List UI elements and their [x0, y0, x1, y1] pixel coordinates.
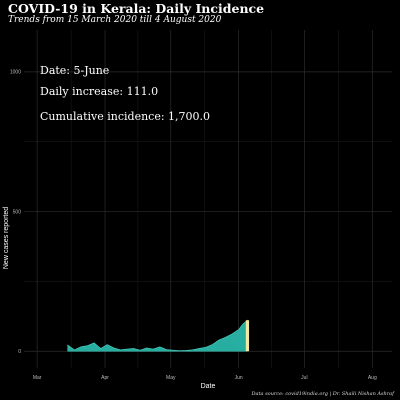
- y-axis-title: New cases reported: [3, 207, 10, 269]
- highlight-bar: [245, 320, 250, 352]
- x-tick-label: May: [166, 375, 176, 381]
- x-tick-label: Mar: [33, 375, 42, 381]
- x-axis-title: Date: [201, 383, 216, 390]
- x-tick-label: Apr: [101, 375, 109, 381]
- data-source-caption: Data source: covid19india.org | Dr. Shai…: [251, 391, 394, 397]
- annotation-cumulative: Cumulative incidence: 1,700.0: [40, 110, 210, 123]
- chart-subtitle: Trends from 15 March 2020 till 4 August …: [8, 15, 222, 25]
- x-tick-label: Jun: [235, 375, 243, 381]
- y-tick-label: 500: [13, 209, 22, 215]
- area-series: [67, 319, 248, 352]
- chart-title: COVID-19 in Kerala: Daily Incidence: [8, 1, 265, 16]
- annotation-daily: Daily increase: 111.0: [40, 85, 158, 98]
- y-tick-label: 0: [18, 349, 21, 355]
- annotation-date: Date: 5-June: [40, 64, 109, 77]
- x-tick-label: Jul: [301, 375, 307, 381]
- x-tick-label: Aug: [368, 375, 377, 381]
- grid-layer: [24, 30, 392, 368]
- y-tick-label: 1000: [10, 70, 21, 76]
- axis-layer: 0 500 1000 Mar Apr May Jun Jul Aug: [10, 70, 377, 381]
- area-layer: [67, 319, 250, 352]
